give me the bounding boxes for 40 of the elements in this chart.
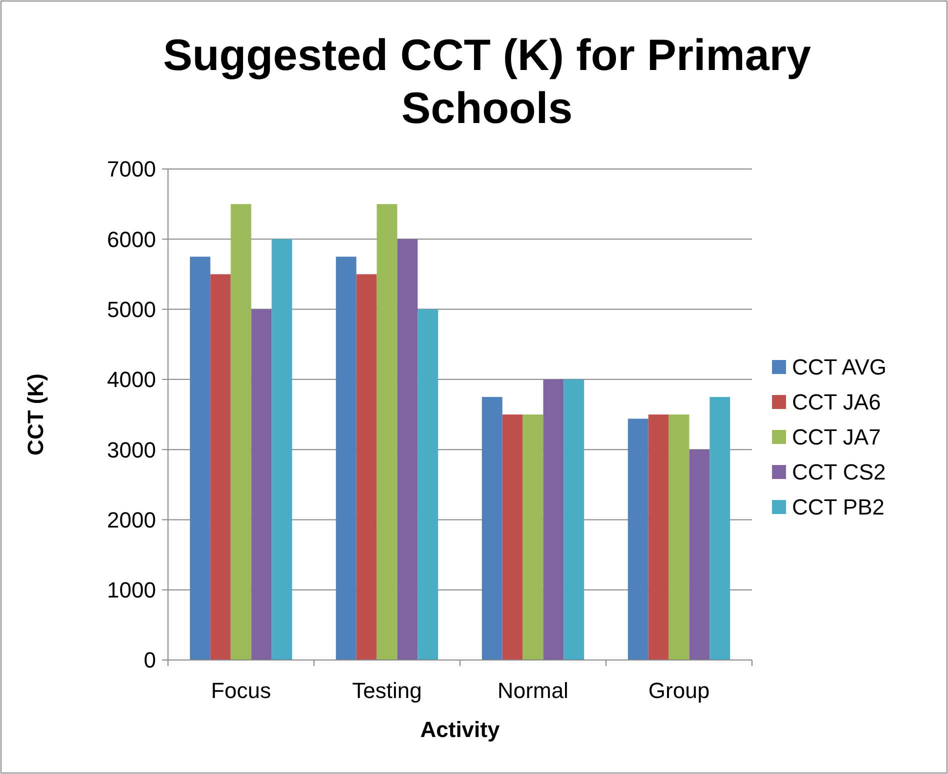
legend-label: CCT CS2 [792, 460, 886, 485]
legend-label: CCT JA7 [792, 424, 881, 450]
y-tick-label: 0 [144, 648, 156, 673]
bar [418, 309, 438, 660]
bar [710, 396, 730, 660]
bar [522, 414, 544, 660]
legend-label: CCT PB2 [792, 494, 885, 520]
legend-label: CCT JA6 [792, 390, 881, 415]
bar [628, 418, 648, 660]
x-tick-label: Focus [211, 678, 271, 703]
bar [336, 256, 356, 660]
bar [564, 379, 584, 660]
bar [230, 204, 252, 660]
y-tick-label: 5000 [107, 296, 156, 322]
bar [190, 256, 210, 660]
y-tick-label: 6000 [107, 226, 156, 252]
y-tick-label: 3000 [107, 437, 156, 462]
x-axis-title: Activity [420, 717, 500, 742]
bar [502, 414, 523, 660]
x-tick-label: Group [648, 678, 710, 703]
bar [272, 239, 292, 660]
bar [356, 274, 377, 660]
bar [543, 379, 564, 660]
x-tick-label: Normal [498, 678, 568, 703]
bar [397, 239, 418, 660]
bar [376, 204, 398, 660]
x-tick-label: Testing [352, 678, 422, 703]
y-tick-label: 1000 [107, 578, 156, 603]
y-tick-label: 4000 [107, 367, 156, 392]
bar [689, 450, 710, 660]
legend-label: CCT AVG [792, 354, 887, 380]
bar [482, 396, 502, 660]
bar [648, 414, 669, 660]
y-tick-label: 2000 [107, 507, 156, 532]
chart-title: Suggested CCT (K) for Primary Schools [163, 31, 812, 133]
bar [210, 274, 231, 660]
y-axis-title: CCT (K) [23, 374, 48, 456]
y-tick-label: 7000 [107, 156, 156, 182]
bar [251, 309, 272, 660]
bar [668, 414, 690, 660]
